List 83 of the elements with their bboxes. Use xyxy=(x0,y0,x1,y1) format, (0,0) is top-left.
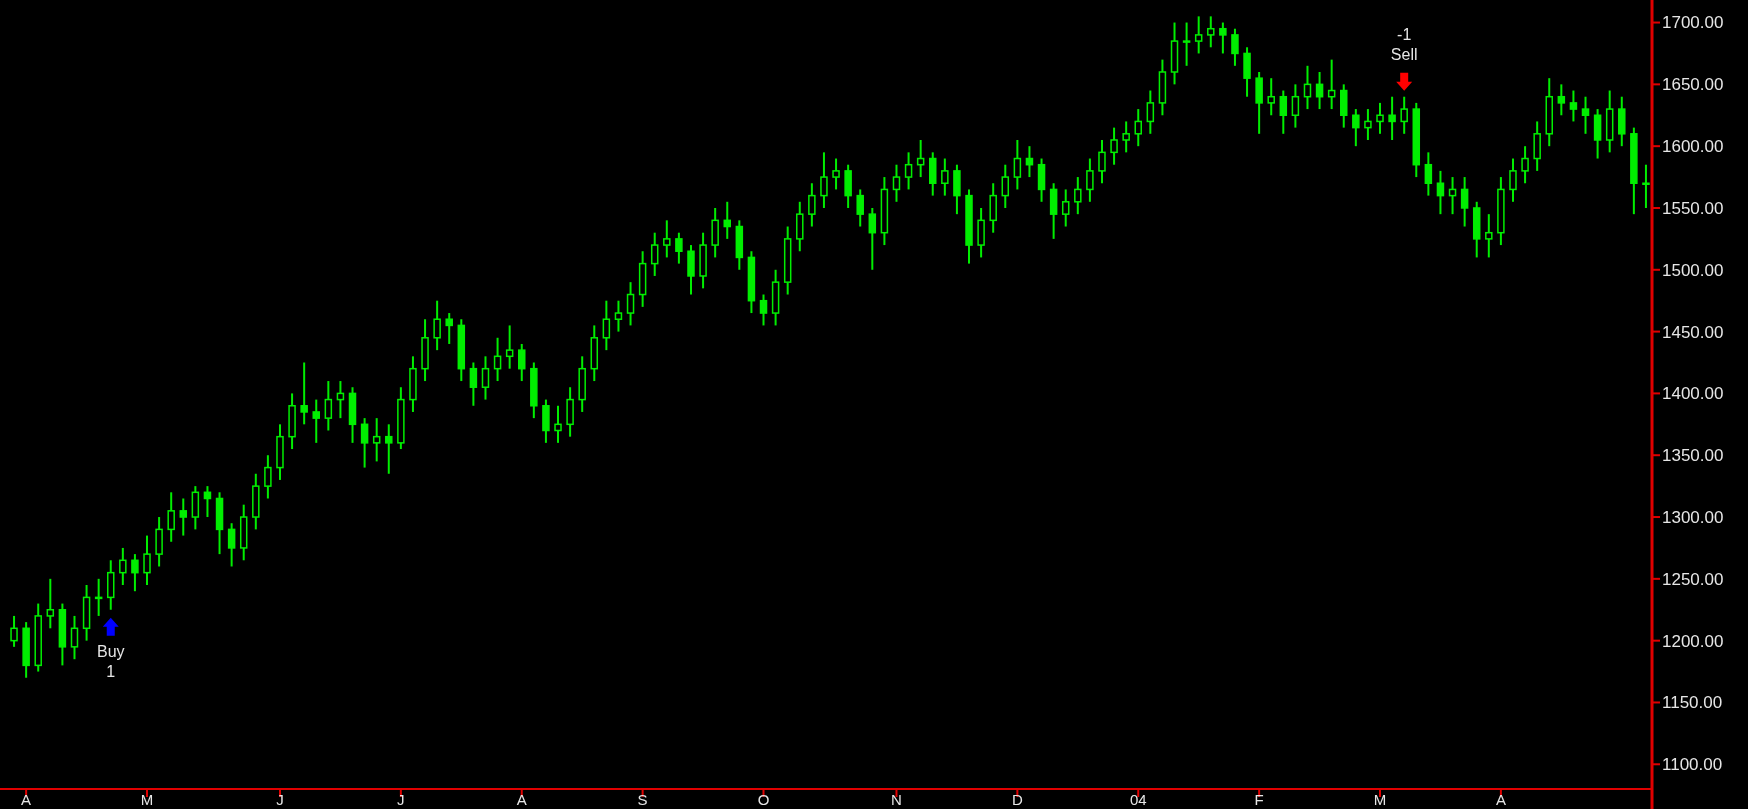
x-tick-label: 04 xyxy=(1129,791,1147,808)
candlestick xyxy=(1364,108,1372,141)
candlestick xyxy=(856,188,864,228)
x-tick-label: D xyxy=(1011,791,1023,808)
candlestick xyxy=(1424,151,1433,197)
x-tick-label: A xyxy=(21,791,32,808)
y-tick-label: 1150.00 xyxy=(1662,693,1723,713)
candlestick xyxy=(929,151,937,197)
candlestick xyxy=(1533,120,1541,172)
y-tick-label: 1400.00 xyxy=(1662,384,1724,404)
candlestick xyxy=(1460,176,1469,228)
candlestick xyxy=(167,491,175,543)
candlestick xyxy=(1340,83,1348,129)
candlestick xyxy=(505,324,514,370)
candlestick xyxy=(820,151,828,209)
candlestick xyxy=(481,355,490,401)
candlestick xyxy=(578,355,586,413)
candlestick xyxy=(1376,101,1384,135)
candlestick xyxy=(82,584,91,642)
candlestick xyxy=(360,417,369,469)
candlestick xyxy=(1291,83,1300,129)
candlestick xyxy=(1182,21,1191,67)
candlestick xyxy=(288,392,296,451)
y-tick-label: 1600.00 xyxy=(1662,137,1724,157)
x-tick-label: M xyxy=(140,791,154,808)
candlestick xyxy=(385,423,393,475)
candlestick xyxy=(747,250,756,315)
candlestick xyxy=(880,176,889,247)
candlestick xyxy=(143,534,151,587)
annotation: Sell xyxy=(1390,46,1418,64)
candlestick xyxy=(1061,188,1070,228)
candlestick xyxy=(965,188,973,265)
x-tick-label: M xyxy=(1373,791,1387,808)
candlestick xyxy=(1497,176,1505,247)
annotation: -1 xyxy=(1397,26,1412,44)
candlestick xyxy=(1593,108,1602,160)
candlestick xyxy=(1388,95,1396,141)
candlestick xyxy=(131,553,139,593)
x-tick-label: F xyxy=(1254,791,1264,808)
candlestick xyxy=(1352,108,1360,148)
candlestick xyxy=(554,404,562,444)
x-tick-label: J xyxy=(397,791,405,808)
candlestick xyxy=(1243,46,1251,98)
y-tick-label: 1650.00 xyxy=(1662,75,1724,95)
candlestick xyxy=(735,219,744,271)
candlestick xyxy=(276,423,284,481)
candlestick xyxy=(10,614,18,648)
y-tick-label: 1500.00 xyxy=(1662,260,1724,280)
x-tick-label: A xyxy=(1495,791,1506,808)
candlestick xyxy=(808,182,816,228)
candlestick xyxy=(421,318,429,383)
candlestick xyxy=(566,386,574,438)
candlestick xyxy=(119,546,127,587)
y-tick-label: 1450.00 xyxy=(1662,322,1724,342)
candlestick xyxy=(227,522,236,568)
candlestick xyxy=(179,497,188,537)
x-tick-label: O xyxy=(757,791,770,808)
annotation: Buy xyxy=(96,643,125,661)
x-tick-label: A xyxy=(516,791,527,808)
y-tick-label: 1100.00 xyxy=(1662,755,1723,775)
candlestick xyxy=(107,559,115,611)
candlestick xyxy=(457,318,466,383)
candlestick xyxy=(590,324,599,383)
candlestick xyxy=(372,417,381,463)
candlestick xyxy=(1485,213,1493,259)
y-tick-label: 1350.00 xyxy=(1662,446,1724,466)
candlestick xyxy=(1642,163,1650,209)
y-tick-label: 1700.00 xyxy=(1662,13,1724,33)
y-tick-label: 1250.00 xyxy=(1662,569,1724,589)
candlestick xyxy=(215,491,224,556)
y-tick-label: 1550.00 xyxy=(1662,198,1724,218)
candlestick xyxy=(409,355,417,413)
candlestick xyxy=(1049,182,1058,240)
annotation: 1 xyxy=(106,663,116,681)
candlestick xyxy=(989,182,997,234)
x-tick-label: N xyxy=(891,791,902,808)
y-tick-label: 1300.00 xyxy=(1662,507,1724,527)
x-tick-label: J xyxy=(276,791,284,808)
y-tick-label: 1200.00 xyxy=(1662,631,1724,651)
candlestick xyxy=(638,250,647,308)
candlestick xyxy=(348,386,357,444)
candlestick xyxy=(22,621,30,679)
x-tick-label: S xyxy=(637,791,648,808)
